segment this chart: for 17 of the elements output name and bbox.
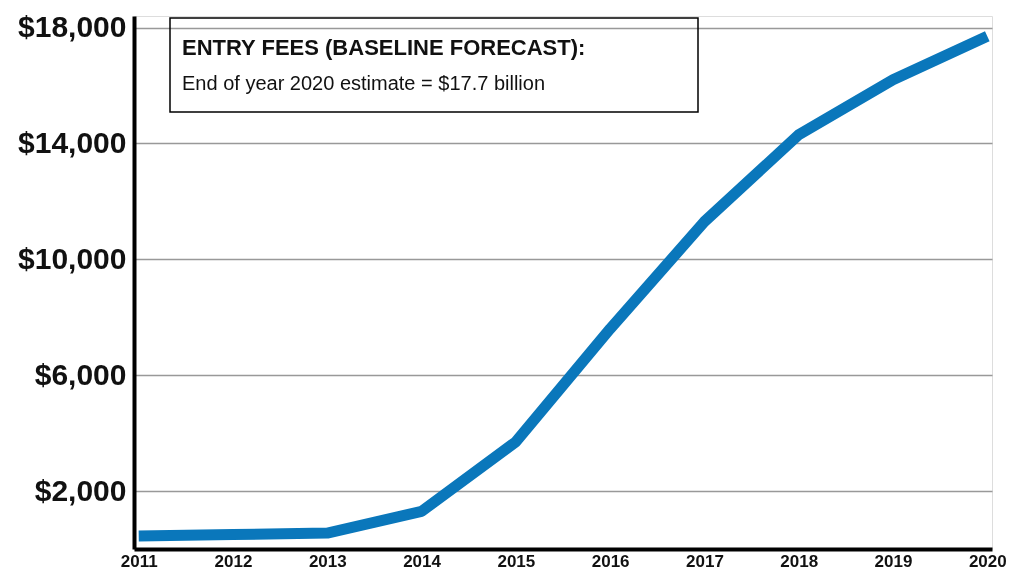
x-tick-label: 2012 <box>214 551 253 571</box>
x-tick-label: 2011 <box>120 551 158 571</box>
x-tick-label: 2014 <box>403 551 442 571</box>
y-tick-label: $14,000 <box>18 125 127 159</box>
text: End of year 2020 estimate = $17.7 billion <box>182 72 546 94</box>
x-tick-label: 2015 <box>497 551 536 571</box>
y-tick-label: $18,000 <box>18 10 127 44</box>
x-tick-label: 2019 <box>874 551 913 571</box>
y-tick-label: $2,000 <box>34 473 127 507</box>
x-tick-label: 2018 <box>780 551 819 571</box>
y-tick-label: $6,000 <box>34 357 127 391</box>
y-tick-label: $10,000 <box>18 241 127 275</box>
x-tick-label: 2016 <box>591 551 630 571</box>
text: ENTRY FEES (BASELINE FORECAST): <box>182 35 586 60</box>
x-tick-label: 2020 <box>968 551 1007 571</box>
x-tick-label: 2013 <box>308 551 347 571</box>
x-tick-label: 2017 <box>686 551 724 571</box>
